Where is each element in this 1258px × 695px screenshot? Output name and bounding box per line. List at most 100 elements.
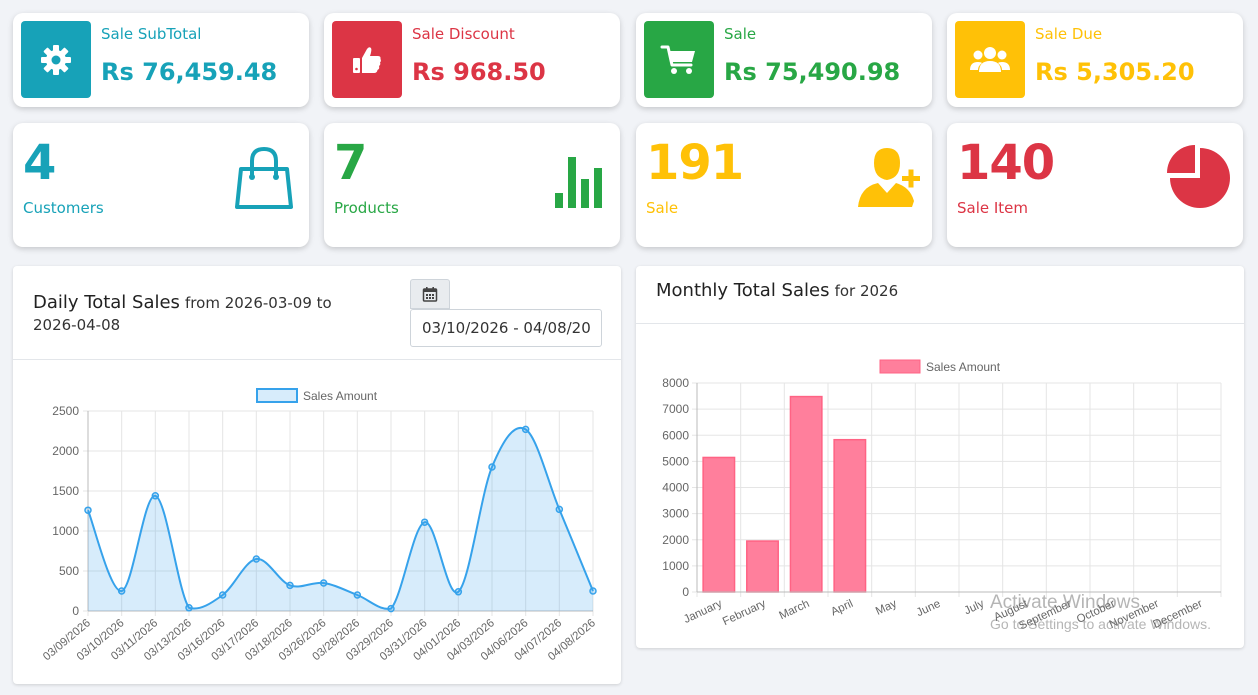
y-tick-label: 5000	[662, 454, 689, 468]
x-tick-label: July	[962, 598, 986, 618]
stat-icon-box	[21, 21, 91, 98]
counter-number: 191	[646, 135, 744, 191]
legend-label: Sales Amount	[303, 389, 378, 403]
counter-label: Customers	[23, 199, 104, 217]
stat-card-sale: Sale Rs 75,490.98	[636, 13, 932, 107]
y-tick-label: 2500	[52, 404, 79, 418]
legend-swatch	[256, 388, 298, 403]
x-tick-label: April	[829, 598, 855, 619]
stat-icon-box	[644, 21, 714, 98]
x-tick-label: March	[777, 598, 811, 622]
y-tick-label: 2000	[52, 444, 79, 458]
data-point	[84, 506, 92, 514]
monthly-sales-panel: Monthly Total Sales for 2026 Sales Amoun…	[636, 266, 1244, 648]
calendar-button[interactable]	[410, 279, 450, 309]
counter-number: 140	[957, 135, 1055, 191]
bar-chart-icon	[555, 157, 602, 208]
data-point	[319, 579, 328, 587]
legend-swatch	[879, 359, 921, 374]
y-tick-label: 0	[72, 604, 79, 618]
data-point	[185, 604, 193, 612]
data-point	[286, 581, 294, 590]
calendar-icon	[422, 287, 438, 302]
data-point	[521, 425, 530, 434]
data-point	[353, 591, 362, 599]
bar	[746, 540, 779, 593]
daily-sales-subtitle-end: 2026-04-08	[33, 316, 121, 334]
stat-card-sale-due: Sale Due Rs 5,305.20	[947, 13, 1243, 107]
shopping-bag-icon	[235, 146, 293, 209]
data-point	[454, 588, 463, 596]
data-point	[252, 555, 261, 563]
y-tick-label: 1500	[52, 484, 79, 498]
data-point	[555, 505, 564, 514]
legend-label: Sales Amount	[926, 360, 1001, 374]
data-point	[218, 591, 227, 599]
y-tick-label: 1000	[52, 524, 79, 538]
counter-card-customers: 4 Customers	[13, 123, 309, 247]
y-tick-label: 7000	[662, 402, 689, 416]
date-range-input[interactable]	[410, 309, 602, 347]
x-tick-label: May	[874, 598, 899, 618]
stat-label: Sale Due	[1035, 25, 1103, 43]
pie-chart-icon	[1167, 145, 1230, 208]
bar	[702, 456, 736, 593]
counter-card-products: 7 Products	[324, 123, 620, 247]
data-point	[151, 492, 160, 500]
x-tick-label: January	[682, 598, 724, 626]
series-line	[87, 426, 594, 610]
stat-icon-box	[332, 21, 402, 98]
monthly-sales-subtitle: for 2026	[834, 282, 899, 300]
monthly-sales-heading: Monthly Total Sales for 2026	[656, 280, 898, 301]
counter-card-sale: 191 Sale	[636, 123, 932, 247]
activate-windows-watermark: Activate Windows Go to Settings to activ…	[990, 592, 1211, 632]
counter-number: 7	[334, 135, 367, 191]
x-tick-label: February	[721, 598, 768, 628]
monthly-sales-chart: Sales Amount 0 1000 2000 3000 4000 5000 6000 700…	[662, 359, 1222, 632]
stat-card-sale-subtotal: Sale SubTotal Rs 76,459.48	[13, 13, 309, 107]
counter-label: Products	[334, 199, 399, 217]
stat-value: Rs 5,305.20	[1035, 58, 1195, 86]
stat-label: Sale Discount	[412, 25, 515, 43]
data-point	[488, 463, 496, 471]
y-tick-label: 1000	[662, 559, 689, 573]
y-tick-label: 8000	[662, 376, 689, 390]
counter-label: Sale Item	[957, 199, 1029, 217]
x-tick-label: June	[915, 598, 943, 619]
y-tick-label: 6000	[662, 428, 689, 442]
daily-sales-heading: Daily Total Sales from 2026-03-09 to 202…	[33, 292, 393, 336]
monthly-sales-header: Monthly Total Sales for 2026	[636, 266, 1244, 324]
daily-sales-header: Daily Total Sales from 2026-03-09 to 202…	[13, 266, 621, 360]
stat-value: Rs 76,459.48	[101, 58, 278, 86]
stat-value: Rs 968.50	[412, 58, 546, 86]
stat-card-sale-discount: Sale Discount Rs 968.50	[324, 13, 620, 107]
counter-label: Sale	[646, 199, 679, 217]
daily-sales-panel: Daily Total Sales from 2026-03-09 to 202…	[13, 266, 621, 684]
y-tick-label: 2000	[662, 533, 689, 547]
series-area	[88, 427, 593, 611]
stat-label: Sale	[724, 25, 757, 43]
watermark-title: Activate Windows	[990, 592, 1140, 613]
y-tick-label: 500	[59, 564, 79, 578]
user-plus-icon	[858, 148, 920, 207]
watermark-subtitle: Go to Settings to activate Windows.	[990, 616, 1211, 632]
stat-label: Sale SubTotal	[101, 25, 202, 43]
data-point	[117, 587, 126, 595]
data-point	[589, 587, 597, 595]
thumbs-up-icon	[353, 46, 381, 73]
counter-number: 4	[23, 135, 56, 191]
stat-value: Rs 75,490.98	[724, 58, 901, 86]
cart-icon	[660, 45, 695, 74]
daily-sales-chart: Sales Amount0500100015002000250003/09/20…	[41, 388, 598, 663]
y-tick-label: 4000	[662, 481, 689, 495]
monthly-sales-title: Monthly Total Sales	[656, 280, 830, 301]
bar	[833, 438, 867, 593]
gear-icon	[41, 44, 71, 75]
y-tick-label: 0	[682, 585, 689, 599]
stat-icon-box	[955, 21, 1025, 98]
users-icon	[970, 46, 1010, 72]
daily-sales-subtitle: from 2026-03-09 to	[185, 294, 332, 312]
data-point	[387, 604, 395, 613]
data-point	[420, 518, 429, 526]
counter-card-sale-item: 140 Sale Item	[947, 123, 1243, 247]
